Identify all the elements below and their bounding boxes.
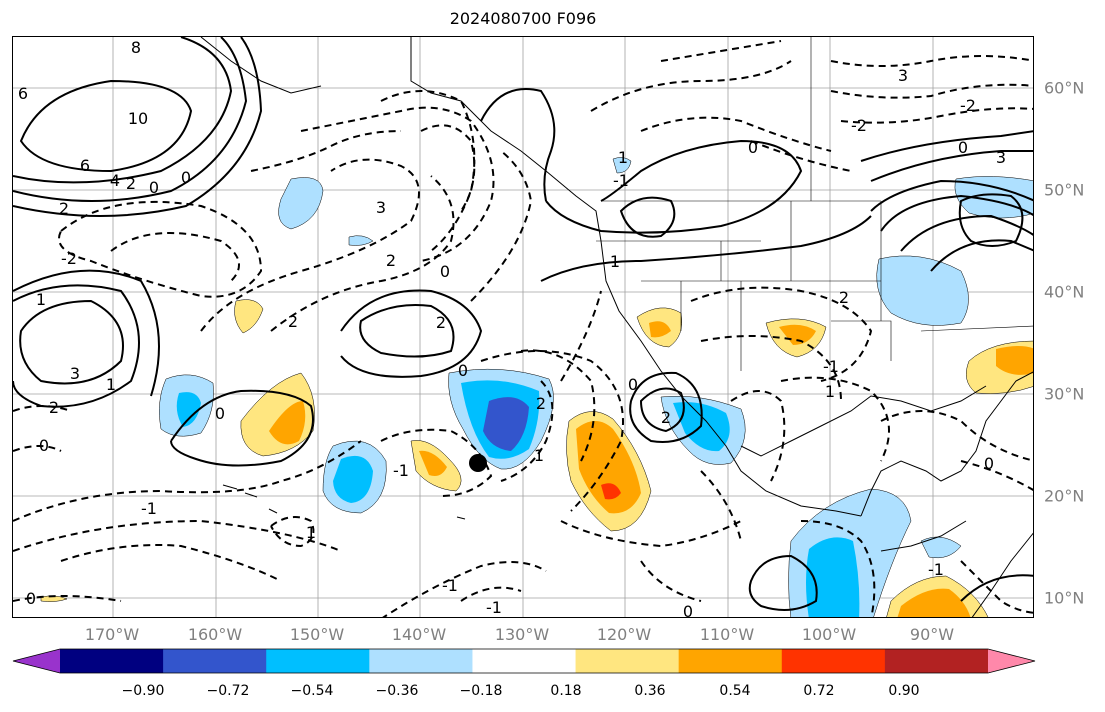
contour-label: 0 — [958, 138, 968, 157]
lon-label: 130°W — [494, 625, 550, 644]
storm-center-marker — [469, 454, 487, 472]
lon-label: 160°W — [187, 625, 243, 644]
colorbar-segment — [575, 649, 680, 673]
colorbar-tick-label: 0.72 — [803, 683, 835, 699]
contour-label: -1 — [823, 357, 839, 376]
contour-labels: 8 6 6 10 4 2 0 0 2 1 3 3 1 2 0 -2 2 0 -1… — [18, 38, 1006, 618]
contour-label: 2 — [126, 174, 136, 193]
islands — [222, 484, 466, 520]
state-borders — [596, 37, 1033, 371]
shaded-fields — [40, 157, 1033, 617]
contour-label: 0 — [440, 262, 450, 281]
lon-label: 90°W — [909, 625, 955, 644]
contour-label: 0 — [149, 178, 159, 197]
contour-label: -1 — [442, 576, 458, 595]
colorbar — [12, 648, 1036, 674]
colorbar-tick-label: 0.36 — [634, 683, 666, 699]
contour-label: 0 — [39, 436, 49, 455]
contour-label: -1 — [141, 499, 157, 518]
lat-label: 10°N — [1044, 588, 1085, 608]
colorbar-segment — [884, 649, 989, 673]
contour-label: 0 — [181, 168, 191, 187]
lat-label: 30°N — [1044, 384, 1085, 404]
contour-label: 2 — [436, 313, 446, 332]
contour-label: -1 — [393, 461, 409, 480]
contour-label: 3 — [70, 364, 80, 383]
contour-label: 1 — [610, 252, 620, 271]
lon-label: 110°W — [699, 625, 755, 644]
contour-label: 0 — [984, 454, 994, 473]
contour-label: 10 — [128, 109, 148, 128]
contour-label: 2 — [661, 408, 671, 427]
contour-label: 8 — [131, 38, 141, 57]
contour-label: 1 — [306, 523, 316, 542]
contour-label: -1 — [486, 598, 502, 617]
contour-label: 6 — [80, 156, 90, 175]
lat-label: 50°N — [1044, 180, 1085, 200]
lat-label: 20°N — [1044, 486, 1085, 506]
contour-label: 2 — [536, 394, 546, 413]
contour-label: 1 — [36, 290, 46, 309]
colorbar-segment — [369, 649, 473, 673]
dashed-contours — [13, 40, 1033, 617]
colorbar-tick-label: −0.72 — [206, 683, 250, 699]
colorbar-segment — [163, 649, 267, 673]
contour-label: 1 — [618, 148, 628, 167]
contour-label: 6 — [18, 84, 28, 103]
lon-label: 120°W — [596, 625, 652, 644]
lat-label: 40°N — [1044, 282, 1085, 302]
colorbar-segment — [472, 649, 577, 673]
contour-label: -1 — [928, 560, 944, 579]
contour-label: -2 — [960, 96, 976, 115]
contour-label: 1 — [825, 382, 835, 401]
colorbar-segment — [781, 649, 886, 673]
contour-label: 0 — [683, 602, 693, 618]
lat-label: 60°N — [1044, 78, 1085, 98]
contour-label: 0 — [628, 375, 638, 394]
contour-label: 0 — [458, 361, 468, 380]
colorbar-tick-label: −0.18 — [459, 683, 503, 699]
contour-label: 3 — [376, 198, 386, 217]
contour-label: 2 — [49, 398, 59, 417]
colorbar-segment — [678, 649, 783, 673]
map-canvas: 8 6 6 10 4 2 0 0 2 1 3 3 1 2 0 -2 2 0 -1… — [13, 37, 1033, 618]
contour-label: -2 — [851, 116, 867, 135]
contour-label: -1 — [613, 171, 629, 190]
colorbar-segment — [266, 649, 370, 673]
map-frame: 8 6 6 10 4 2 0 0 2 1 3 3 1 2 0 -2 2 0 -1… — [12, 36, 1034, 618]
contour-label: 0 — [26, 589, 36, 608]
contour-label: 0 — [215, 404, 225, 423]
colorbar-tick-label: 0.54 — [719, 683, 751, 699]
colorbar-tick-label: 0.90 — [888, 683, 920, 699]
lon-label: 150°W — [289, 625, 345, 644]
lon-label: 100°W — [801, 625, 857, 644]
contour-label: 1 — [534, 446, 544, 465]
colorbar-tick-label: −0.36 — [375, 683, 419, 699]
colorbar-tick-label: 0.18 — [550, 683, 582, 699]
coastlines — [200, 37, 1033, 617]
colorbar-segment — [60, 649, 164, 673]
lon-label: 140°W — [391, 625, 447, 644]
contour-label: 2 — [839, 288, 849, 307]
contour-label: 0 — [748, 138, 758, 157]
contour-label: -2 — [61, 249, 77, 268]
contour-label: 3 — [898, 66, 908, 85]
solid-contours — [13, 37, 1033, 611]
colorbar-tick-label: −0.90 — [121, 683, 165, 699]
contour-label: 1 — [106, 375, 116, 394]
contour-label: 2 — [386, 251, 396, 270]
contour-label: 4 — [110, 171, 120, 190]
colorbar-tick-label: −0.54 — [290, 683, 334, 699]
colorbar-extend-high — [988, 649, 1035, 673]
contour-label: 3 — [996, 148, 1006, 167]
plot-title: 2024080700 F096 — [449, 9, 597, 28]
lon-label: 170°W — [84, 625, 140, 644]
contour-label: 2 — [59, 199, 69, 218]
contour-label: 2 — [288, 312, 298, 331]
colorbar-extend-low — [13, 649, 60, 673]
colorbar-outline — [12, 648, 1036, 674]
